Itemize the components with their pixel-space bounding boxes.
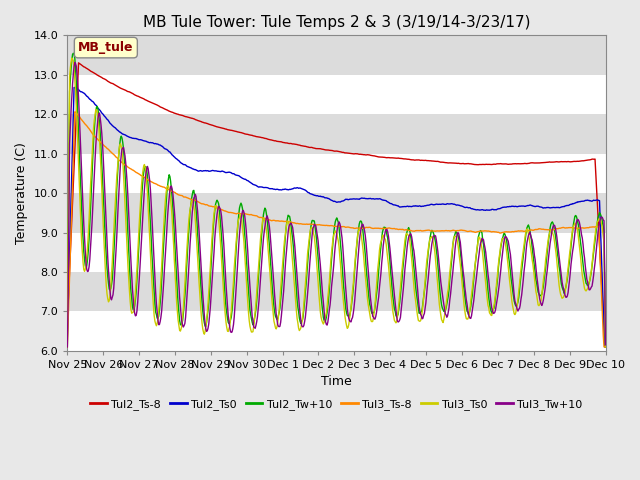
Tul3_Ts0 — [403, 230, 410, 236]
Line: Tul3_Ts0: Tul3_Ts0 — [67, 58, 605, 347]
Tul3_Ts-8 — [212, 205, 220, 211]
Tul2_Tw+10 — [212, 199, 220, 205]
Tul3_Ts-8 — [184, 195, 192, 201]
Tul2_Ts-8 — [73, 95, 81, 100]
X-axis label: Time: Time — [321, 375, 352, 388]
Tul3_Ts-8 — [419, 228, 426, 234]
Y-axis label: Temperature (C): Temperature (C) — [15, 142, 28, 244]
Tul3_Tw+10 — [419, 316, 426, 322]
Bar — [67, 232, 605, 272]
Bar — [67, 36, 605, 75]
Tul2_Tw+10 — [74, 111, 82, 117]
Tul3_Tw+10 — [184, 280, 192, 286]
Bar — [67, 154, 605, 193]
Tul3_Ts0 — [212, 203, 220, 209]
Tul3_Tw+10 — [602, 342, 609, 348]
Tul2_Ts0 — [63, 334, 71, 339]
Tul3_Tw+10 — [129, 296, 137, 302]
Tul2_Ts-8 — [129, 91, 137, 96]
Tul3_Tw+10 — [71, 60, 79, 65]
Line: Tul3_Ts-8: Tul3_Ts-8 — [67, 112, 605, 347]
Tul3_Ts0 — [68, 55, 76, 61]
Tul2_Tw+10 — [184, 242, 192, 248]
Tul2_Ts0 — [129, 135, 137, 141]
Tul2_Ts-8 — [419, 157, 426, 163]
Tul3_Ts0 — [74, 142, 82, 147]
Tul3_Tw+10 — [74, 82, 82, 87]
Tul2_Ts0 — [403, 204, 410, 209]
Tul2_Ts0 — [602, 344, 609, 350]
Bar — [67, 75, 605, 114]
Line: Tul2_Ts0: Tul2_Ts0 — [67, 87, 605, 347]
Line: Tul2_Tw+10: Tul2_Tw+10 — [67, 53, 605, 347]
Tul2_Tw+10 — [419, 307, 426, 312]
Tul2_Ts-8 — [212, 124, 220, 130]
Bar — [67, 114, 605, 154]
Tul2_Ts-8 — [184, 114, 192, 120]
Legend: Tul2_Ts-8, Tul2_Ts0, Tul2_Tw+10, Tul3_Ts-8, Tul3_Ts0, Tul3_Tw+10: Tul2_Ts-8, Tul2_Ts0, Tul2_Tw+10, Tul3_Ts… — [86, 395, 587, 415]
Tul3_Ts-8 — [63, 344, 71, 350]
Title: MB Tule Tower: Tule Temps 2 & 3 (3/19/14-3/23/17): MB Tule Tower: Tule Temps 2 & 3 (3/19/14… — [143, 15, 530, 30]
Tul3_Ts-8 — [71, 109, 79, 115]
Tul3_Ts-8 — [74, 112, 82, 118]
Tul2_Ts0 — [419, 203, 426, 209]
Tul3_Tw+10 — [63, 344, 71, 350]
Tul2_Ts0 — [71, 84, 79, 90]
Tul3_Ts-8 — [602, 344, 609, 350]
Tul2_Tw+10 — [602, 344, 609, 350]
Line: Tul3_Tw+10: Tul3_Tw+10 — [67, 62, 605, 347]
Tul3_Ts-8 — [129, 168, 137, 173]
Tul3_Ts0 — [63, 336, 71, 342]
Bar — [67, 312, 605, 351]
Tul3_Ts0 — [419, 310, 426, 315]
Tul3_Ts0 — [129, 309, 137, 315]
Tul2_Tw+10 — [403, 231, 410, 237]
Tul2_Ts0 — [184, 164, 192, 169]
Tul3_Ts0 — [602, 344, 609, 350]
Tul3_Ts0 — [184, 231, 192, 237]
Tul2_Tw+10 — [63, 344, 71, 350]
Tul2_Ts0 — [601, 344, 609, 350]
Tul3_Ts-8 — [403, 227, 410, 233]
Tul2_Ts-8 — [602, 344, 609, 350]
Tul2_Ts-8 — [63, 320, 71, 326]
Tul2_Ts-8 — [75, 60, 83, 66]
Tul3_Tw+10 — [212, 218, 220, 224]
Bar — [67, 272, 605, 312]
Tul2_Tw+10 — [129, 307, 137, 312]
Tul2_Ts0 — [212, 168, 220, 174]
Tul3_Tw+10 — [403, 252, 410, 258]
Tul2_Ts0 — [74, 86, 82, 92]
Line: Tul2_Ts-8: Tul2_Ts-8 — [67, 63, 605, 347]
Tul2_Ts-8 — [403, 156, 410, 162]
Tul2_Tw+10 — [70, 50, 77, 56]
Bar — [67, 193, 605, 232]
Text: MB_tule: MB_tule — [78, 41, 134, 54]
